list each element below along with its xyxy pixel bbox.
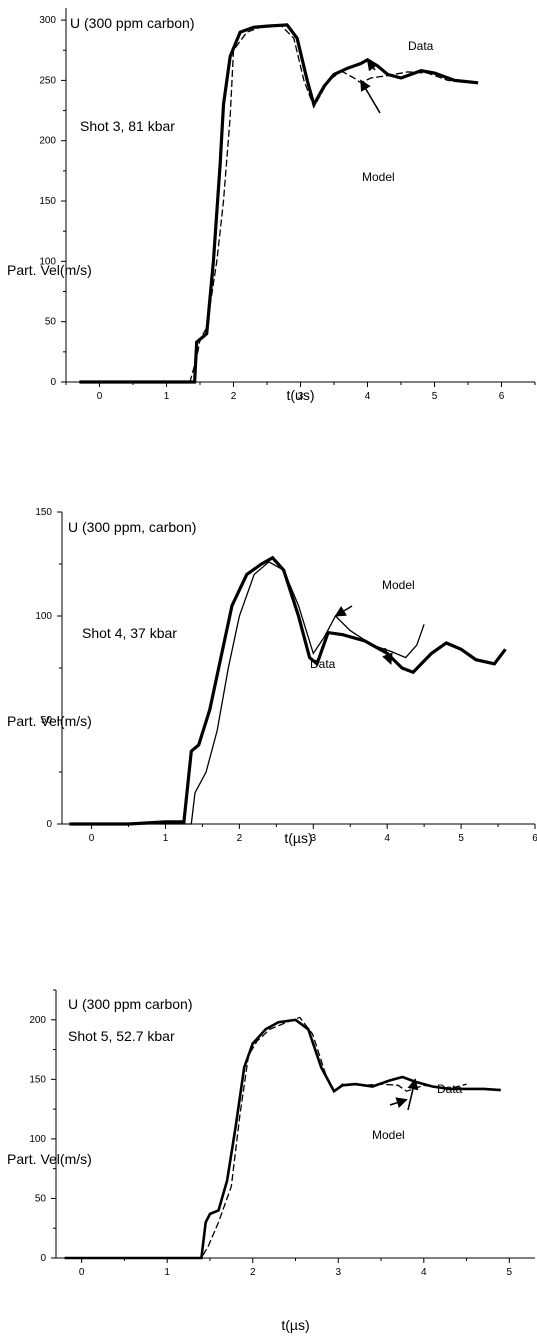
y-tick-label: 50	[41, 715, 53, 726]
annotation-model-1: Model	[362, 170, 395, 184]
y-axis-label-2: Part. Vel(m/s)	[7, 713, 92, 729]
x-axis-label-3: t(µs)	[281, 1317, 309, 1333]
x-tick-label: 0	[97, 391, 103, 402]
y-tick-label: 150	[29, 1074, 46, 1085]
model-line-3	[64, 1016, 467, 1259]
x-tick-label: 3	[335, 1267, 341, 1278]
y-axis-label-3: Part. Vel(m/s)	[7, 1151, 92, 1167]
x-tick-label: 4	[421, 1267, 427, 1278]
y-tick-label: 100	[35, 611, 52, 622]
annotation-model-2: Model	[382, 578, 415, 592]
chart-subtitle-3: Shot 5, 52.7 kbar	[68, 1028, 175, 1044]
x-tick-label: 4	[384, 833, 390, 844]
x-tick-label: 1	[164, 391, 170, 402]
y-tick-label: 50	[45, 317, 57, 328]
data-line-3	[64, 1018, 501, 1260]
x-tick-label: 3	[298, 391, 304, 402]
x-tick-label: 0	[89, 833, 95, 844]
x-tick-label: 6	[532, 833, 537, 844]
chart-subtitle-2: Shot 4, 37 kbar	[82, 625, 177, 641]
annotation-data-1: Data	[408, 39, 434, 53]
y-tick-label: 150	[35, 507, 52, 518]
x-tick-label: 4	[365, 391, 371, 402]
x-tick-label: 5	[507, 1267, 513, 1278]
y-tick-label: 100	[29, 1134, 46, 1145]
annotation-arrow	[334, 605, 353, 617]
annotation-data-2: Data	[310, 657, 336, 671]
y-tick-label: 0	[46, 819, 52, 830]
x-tick-label: 2	[250, 1267, 256, 1278]
y-tick-label: 100	[39, 256, 56, 267]
chart-subtitle-1: Shot 3, 81 kbar	[80, 118, 175, 134]
annotation-arrow	[389, 1097, 408, 1109]
chart-title-2: U (300 ppm, carbon)	[68, 519, 196, 535]
x-tick-label: 0	[79, 1267, 85, 1278]
y-tick-label: 200	[29, 1015, 46, 1026]
y-axis-label-1: Part. Vel(m/s)	[7, 262, 92, 278]
chart-title-3: U (300 ppm carbon)	[68, 996, 193, 1012]
x-tick-label: 1	[164, 1267, 170, 1278]
chart-title-1: U (300 ppm carbon)	[70, 15, 195, 31]
y-tick-label: 0	[50, 377, 56, 388]
y-tick-label: 250	[39, 75, 56, 86]
annotation-model-3: Model	[372, 1128, 405, 1142]
y-tick-label: 0	[40, 1253, 46, 1264]
x-tick-label: 2	[237, 833, 243, 844]
annotation-arrow	[407, 1078, 419, 1111]
x-tick-label: 1	[163, 833, 169, 844]
annotation-data-3: Data	[437, 1082, 463, 1096]
annotation-arrow	[360, 79, 381, 114]
annotation-arrow	[382, 647, 393, 665]
x-tick-label: 3	[311, 833, 317, 844]
y-tick-label: 150	[39, 196, 56, 207]
y-tick-label: 300	[39, 15, 56, 26]
y-tick-label: 50	[35, 1193, 47, 1204]
x-axis-label-1: t(us)	[287, 387, 315, 403]
x-tick-label: 5	[458, 833, 464, 844]
x-tick-label: 5	[432, 391, 438, 402]
model-line-1	[79, 24, 479, 383]
y-tick-label: 200	[39, 136, 56, 147]
x-tick-label: 6	[499, 391, 505, 402]
data-line-2	[69, 555, 507, 826]
x-tick-label: 2	[231, 391, 237, 402]
x-axis-label-2: t(µs)	[284, 830, 312, 846]
data-line-1	[79, 23, 479, 384]
model-line-2	[69, 561, 425, 825]
annotation-arrow	[366, 58, 379, 72]
